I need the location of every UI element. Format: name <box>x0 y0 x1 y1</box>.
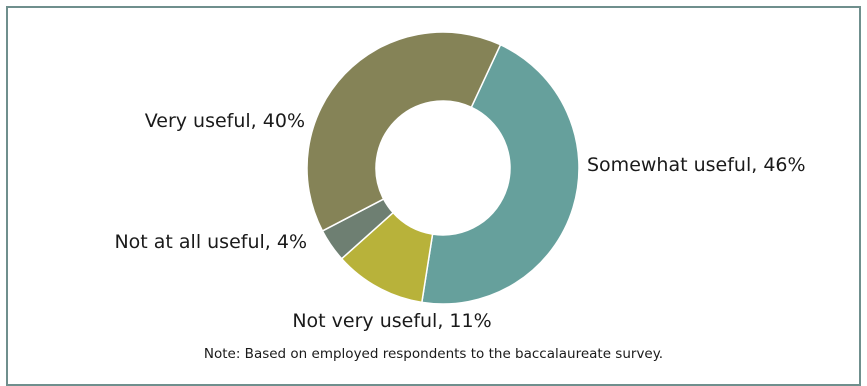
label-not-at-all-useful: Not at all useful, 4% <box>114 231 307 253</box>
slices-group <box>306 31 580 305</box>
labels-group: Somewhat useful, 46% Not very useful, 11%… <box>114 110 805 332</box>
slice-very-useful <box>306 31 502 232</box>
label-somewhat-useful: Somewhat useful, 46% <box>587 154 806 176</box>
label-very-useful: Very useful, 40% <box>145 110 305 132</box>
label-not-very-useful: Not very useful, 11% <box>292 310 491 332</box>
slice-somewhat-useful <box>420 43 580 305</box>
donut-chart: Somewhat useful, 46% Not very useful, 11%… <box>114 31 806 332</box>
chart-note: Note: Based on employed respondents to t… <box>203 346 664 362</box>
